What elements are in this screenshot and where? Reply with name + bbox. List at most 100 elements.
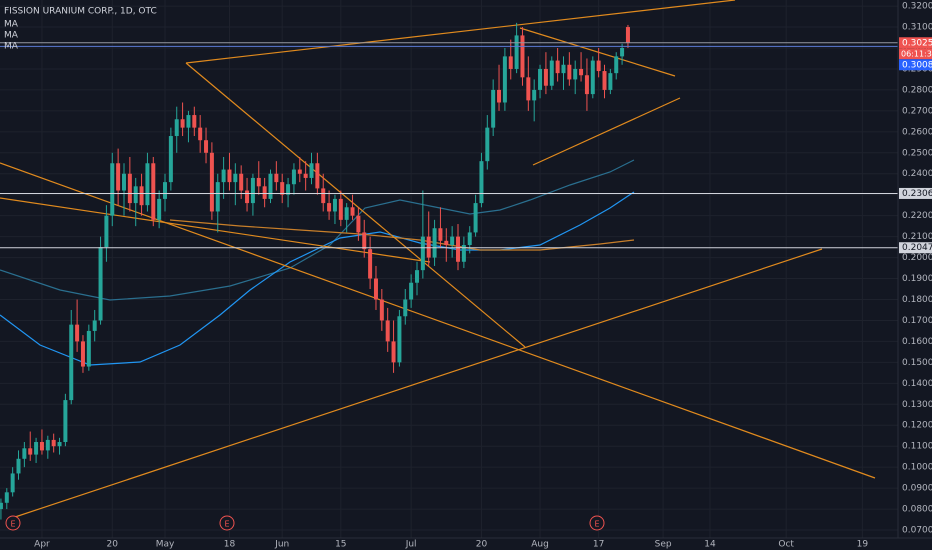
candle-body [625,27,630,43]
chart-title: FISSION URANIUM CORP., 1D, OTC [4,7,157,17]
x-tick-label: Oct [778,540,794,550]
event-marker[interactable]: E [219,515,235,531]
candle-body [502,56,507,103]
x-tick-label: Jul [405,540,417,550]
candle-body [543,68,548,86]
candle-body [192,115,197,128]
candle-body [344,207,349,220]
candle-body [456,236,461,262]
candle-body [204,140,209,153]
candle-body [45,439,50,451]
candle-body [22,448,27,459]
price-label: 0.3025 [902,38,932,48]
candle-body [438,228,443,241]
y-tick-label: 0.1000 [902,463,932,473]
event-circle [219,515,235,531]
candle-body [80,341,85,367]
event-label: E [10,520,15,529]
candle-body [614,56,619,74]
candle-body [579,68,584,76]
indicator-label: MA [4,31,19,41]
candle-body [520,35,525,78]
candle-body [450,236,455,246]
candle-body [69,324,74,401]
price-label: 0.3008 [902,60,932,70]
candle-body [291,169,296,185]
candle-body [426,236,431,258]
price-label-bg [899,37,932,49]
candle-body [256,177,261,187]
candle-body [63,400,68,443]
candle-body [168,136,173,183]
y-tick-label: 0.2100 [902,232,932,242]
price-label-bg [899,59,932,71]
y-tick-label: 0.1100 [902,442,932,452]
y-tick-label: 0.0900 [902,484,932,494]
candle-body [139,186,144,206]
price-label-bg [899,242,932,254]
candle-body [420,236,425,271]
candle-body [385,320,390,342]
candle-body [309,163,314,178]
indicator-label: MA [4,20,19,30]
ma-line [0,159,635,301]
event-marker[interactable]: E [5,515,21,531]
candle-body [209,152,214,212]
candle-body [467,232,472,246]
x-tick-label: Jun [274,540,289,550]
candle-body [432,228,437,258]
candle-body [245,190,250,204]
price-axis [898,0,932,550]
price-lines [0,42,898,249]
y-tick-label: 0.1700 [902,316,932,326]
candle-body [321,188,326,204]
candle-body [596,60,601,72]
y-tick-label: 0.1300 [902,400,932,410]
candle-body [0,502,3,510]
candle-body [532,89,537,101]
trend-line [532,97,681,166]
candle-body [444,240,449,246]
candle-body [356,215,361,233]
candle-body [98,247,103,321]
candle-body [362,232,367,250]
y-tick-label: 0.2700 [902,106,932,116]
candle-body [373,278,378,300]
candle-body [485,127,490,162]
candle-body [491,89,496,128]
candle-body [39,442,44,451]
candle-body [127,173,132,204]
candle-body [145,163,150,206]
candles [0,22,630,520]
y-tick-label: 0.1400 [902,379,932,389]
event-label: E [224,520,229,529]
candle-body [315,163,320,189]
candle-body [397,316,402,363]
x-tick-label: 18 [224,540,236,550]
candle-body [110,163,115,216]
candle-body [34,442,39,455]
x-tick-label: 14 [704,540,716,550]
candle-body [602,71,607,90]
candle-body [239,173,244,191]
y-tick-label: 0.1600 [902,337,932,347]
x-tick-label: 19 [857,540,869,550]
candle-body [180,119,185,128]
candle-body [508,56,513,69]
event-marker[interactable]: E [589,515,605,531]
candle-body [227,169,232,183]
x-tick-label: 20 [476,540,488,550]
candle-body [86,330,91,367]
y-tick-label: 0.0800 [902,505,932,515]
candle-body [567,64,572,80]
candle-body [157,198,162,220]
grid [0,0,898,538]
candle-body [75,324,80,342]
y-tick-label: 0.3100 [902,23,932,33]
event-circle [589,515,605,531]
candle-body [379,299,384,321]
x-tick-label: Apr [34,540,50,550]
candle-body [514,35,519,69]
trend-line [185,62,526,348]
